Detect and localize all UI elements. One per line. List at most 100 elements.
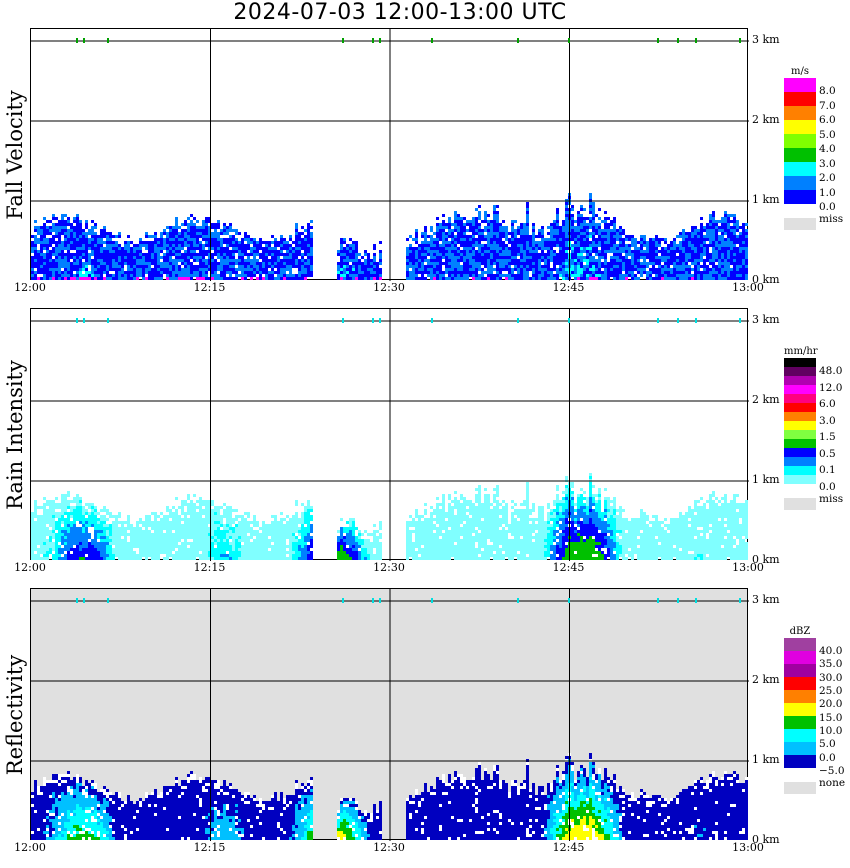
echo-cell [232, 521, 235, 524]
echo-cell [460, 217, 463, 220]
echo-cell [544, 253, 547, 256]
echo-cell [247, 539, 250, 542]
echo-cell [583, 238, 586, 241]
echo-cell [31, 262, 34, 265]
echo-cell [43, 512, 46, 515]
echo-cell [580, 235, 583, 238]
echo-cell [67, 491, 70, 494]
echo-cell [121, 524, 124, 527]
echo-cell [586, 259, 589, 262]
echo-cell [82, 268, 85, 271]
echo-cell [274, 536, 277, 539]
echo-cell [457, 235, 460, 238]
echo-cell [115, 533, 118, 536]
echo-cell [367, 259, 370, 262]
echo-cell [616, 271, 619, 274]
echo-cell [454, 244, 457, 247]
echo-cell [730, 256, 733, 259]
echo-cell [277, 533, 280, 536]
echo-cell [697, 262, 700, 265]
echo-cell [187, 256, 190, 259]
echo-cell [670, 247, 673, 250]
echo-cell [355, 241, 358, 244]
echo-cell [100, 557, 103, 560]
echo-cell [601, 247, 604, 250]
echo-cell [481, 250, 484, 253]
echo-cell [430, 250, 433, 253]
echo-cell [370, 271, 373, 274]
echo-cell [496, 229, 499, 232]
echo-cell [118, 244, 121, 247]
echo-cell [298, 250, 301, 253]
echo-cell [280, 271, 283, 274]
echo-cell [154, 512, 157, 515]
echo-cell [457, 274, 460, 277]
echo-cell [208, 262, 211, 265]
echo-cell [187, 274, 190, 277]
echo-cell [475, 274, 478, 277]
echo-cell [610, 232, 613, 235]
echo-cell [76, 506, 79, 509]
echo-cell [220, 268, 223, 271]
echo-cell [73, 524, 76, 527]
echo-cell [139, 530, 142, 533]
echo-cell [31, 250, 34, 253]
echo-cell [673, 247, 676, 250]
echo-cell [283, 518, 286, 521]
echo-cell [715, 250, 718, 253]
echo-cell [178, 277, 181, 280]
echo-cell [478, 205, 481, 208]
echo-cell [85, 557, 88, 560]
echo-cell [406, 274, 409, 277]
echo-cell [199, 509, 202, 512]
echo-cell [172, 536, 175, 539]
echo-cell [178, 238, 181, 241]
echo-cell [166, 509, 169, 512]
echo-cell [214, 223, 217, 226]
echo-cell [67, 530, 70, 533]
echo-cell [190, 542, 193, 545]
echo-cell [628, 271, 631, 274]
echo-cell [43, 232, 46, 235]
echo-cell [571, 208, 574, 211]
echo-cell [463, 223, 466, 226]
echo-cell [34, 277, 37, 280]
echo-cell [295, 259, 298, 262]
echo-cell [91, 235, 94, 238]
echo-cell [694, 226, 697, 229]
echo-cell [184, 539, 187, 542]
echo-cell [85, 509, 88, 512]
echo-cell [214, 271, 217, 274]
echo-cell [418, 265, 421, 268]
echo-cell [178, 539, 181, 542]
echo-cell [469, 247, 472, 250]
echo-cell [241, 244, 244, 247]
echo-cell [421, 232, 424, 235]
echo-cell [307, 259, 310, 262]
echo-cell [475, 244, 478, 247]
echo-cell [196, 539, 199, 542]
echo-cell [550, 238, 553, 241]
echo-cell [418, 271, 421, 274]
echo-cell [622, 238, 625, 241]
echo-cell [682, 229, 685, 232]
echo-cell [574, 220, 577, 223]
echo-cell [439, 259, 442, 262]
echo-cell [304, 262, 307, 265]
echo-cell [337, 268, 340, 271]
echo-cell [307, 229, 310, 232]
echo-cell [664, 259, 667, 262]
echo-cell [586, 217, 589, 220]
echo-cell [556, 259, 559, 262]
echo-cell [472, 253, 475, 256]
echo-cell [232, 256, 235, 259]
echo-cell [88, 503, 91, 506]
echo-cell [712, 220, 715, 223]
echo-cell [637, 271, 640, 274]
echo-cell [538, 229, 541, 232]
echo-cell [484, 265, 487, 268]
echo-cell [76, 259, 79, 262]
echo-cell [46, 265, 49, 268]
echo-cell [553, 235, 556, 238]
echo-cell [226, 515, 229, 518]
